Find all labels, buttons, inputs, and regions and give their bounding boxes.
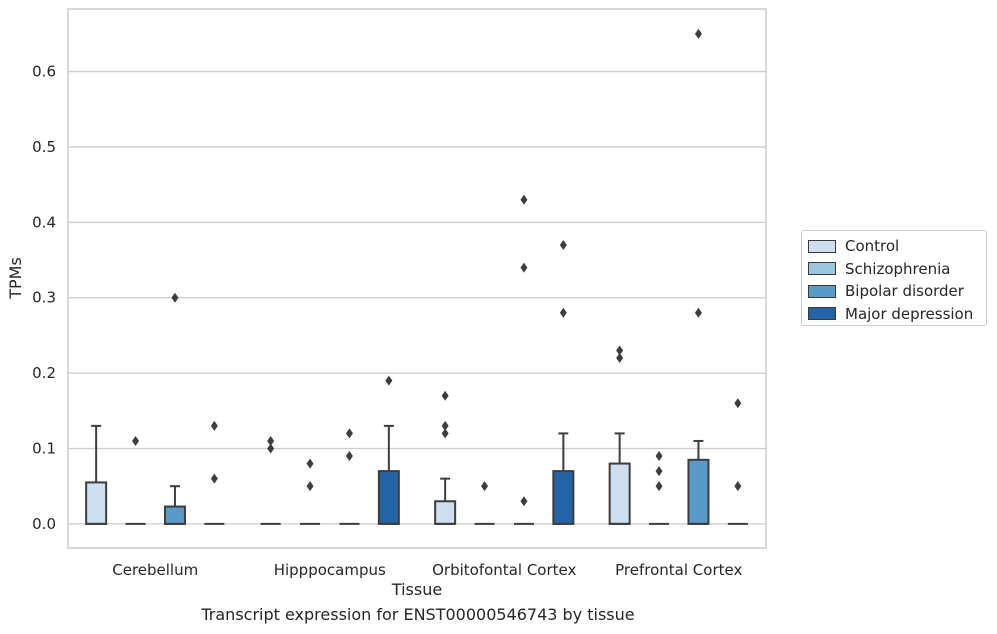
box <box>608 462 631 525</box>
outlier-point <box>734 398 742 409</box>
outlier-point <box>441 420 449 431</box>
y-axis-ticks: 0.0 0.1 0.2 0.3 0.4 0.5 0.6 <box>32 63 56 533</box>
outlier-point <box>520 496 528 507</box>
chart-caption: Transcript expression for ENST0000054674… <box>201 605 635 624</box>
outlier-point <box>306 458 314 469</box>
outlier-point <box>132 435 140 446</box>
legend-label: Bipolar disorder <box>845 282 964 301</box>
box <box>377 470 400 525</box>
y-tick-label: 0.1 <box>32 439 56 457</box>
y-axis-title: TPMs <box>6 257 25 300</box>
outlier-point <box>520 262 528 273</box>
y-tick-label: 0.2 <box>32 364 56 382</box>
legend: Control Schizophrenia Bipolar disorder Majo… <box>801 230 987 326</box>
legend-swatch <box>808 284 836 298</box>
y-tick-label: 0.4 <box>32 213 56 231</box>
outlier-point <box>267 443 275 454</box>
legend-swatch <box>808 307 836 321</box>
outlier-point <box>481 481 489 492</box>
outlier-point <box>655 481 663 492</box>
x-tick-label: Prefrontal Cortex <box>615 561 742 579</box>
legend-swatch <box>808 239 836 253</box>
x-tick-label: Cerebellum <box>112 561 198 579</box>
outlier-point <box>441 428 449 439</box>
legend-swatch <box>808 262 836 276</box>
outlier-point <box>345 451 353 462</box>
x-tick-label: Orbitofontal Cortex <box>432 561 576 579</box>
x-axis-title: Tissue <box>391 580 442 599</box>
legend-label: Control <box>845 237 900 256</box>
box <box>85 481 108 525</box>
box <box>687 458 710 525</box>
outlier-point <box>345 428 353 439</box>
legend-item: Major depression <box>808 303 986 326</box>
y-tick-label: 0.6 <box>32 63 56 81</box>
legend-label: Major depression <box>845 304 974 323</box>
grid-lines <box>68 70 766 525</box>
outlier-point <box>559 307 567 318</box>
box <box>163 505 186 525</box>
outlier-point <box>616 345 624 356</box>
legend-item: Schizophrenia <box>808 258 986 281</box>
outlier-point <box>616 353 624 364</box>
y-tick-label: 0.3 <box>32 289 56 307</box>
plot-marks <box>85 28 748 525</box>
outlier-point <box>694 28 702 39</box>
outlier-point <box>655 466 663 477</box>
outlier-point <box>385 375 393 386</box>
outlier-point <box>559 239 567 250</box>
y-tick-label: 0.5 <box>32 138 56 156</box>
outlier-point <box>441 390 449 401</box>
outlier-point <box>210 473 218 484</box>
outlier-point <box>210 420 218 431</box>
outlier-point <box>267 435 275 446</box>
outlier-point <box>734 481 742 492</box>
outlier-point <box>655 451 663 462</box>
outlier-point <box>694 307 702 318</box>
plot-frame <box>67 8 767 549</box>
box <box>552 470 575 525</box>
x-tick-label: Hipppocampus <box>274 561 386 579</box>
outlier-point <box>306 481 314 492</box>
box <box>434 500 457 525</box>
x-axis-ticks: Cerebellum Hipppocampus Orbitofontal Corte… <box>112 561 742 579</box>
legend-label: Schizophrenia <box>845 259 951 278</box>
outlier-point <box>520 194 528 205</box>
y-tick-label: 0.0 <box>32 515 56 533</box>
legend-item: Bipolar disorder <box>808 280 986 303</box>
outlier-point <box>171 292 179 303</box>
legend-item: Control <box>808 235 986 258</box>
